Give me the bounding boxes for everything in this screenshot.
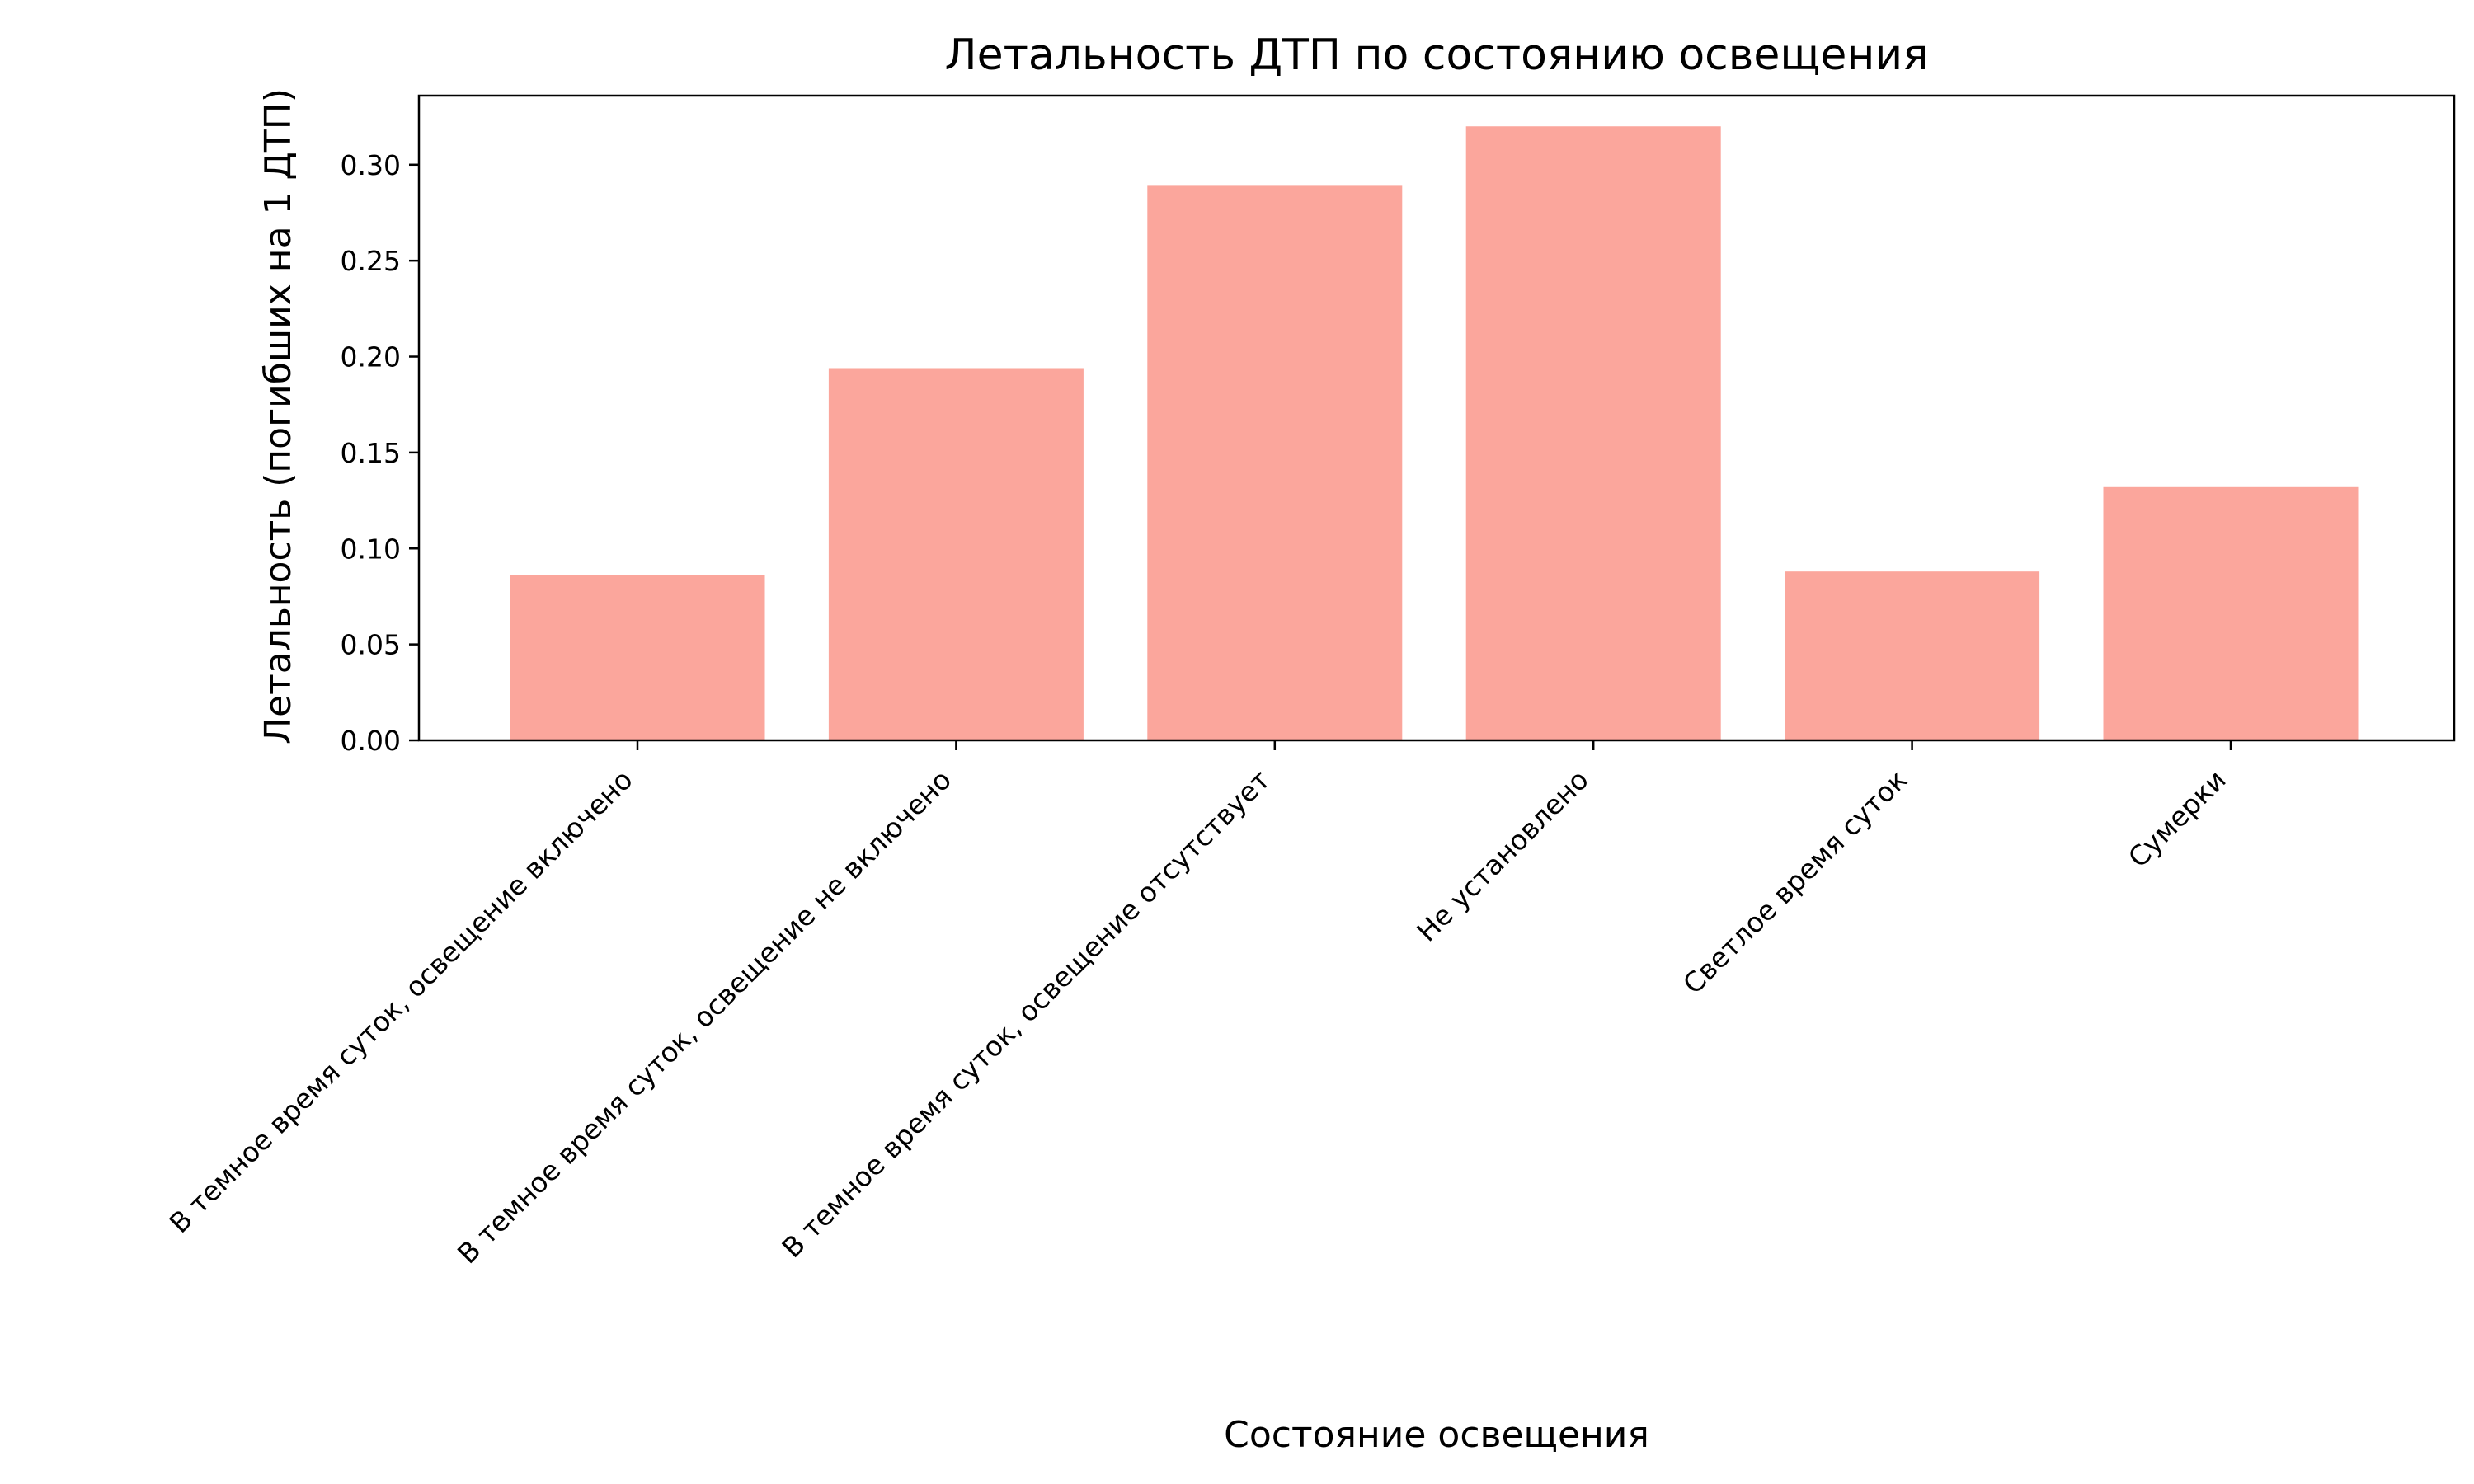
bar-6 <box>2103 486 2359 740</box>
x-tick-label-5: Светлое время суток <box>1677 763 1913 1000</box>
plot-frame <box>417 94 2456 742</box>
y-tick-label-3: 0.15 <box>341 437 401 469</box>
x-axis-title: Состояние освещения <box>1224 1414 1649 1456</box>
y-tick-label-5: 0.25 <box>341 245 401 277</box>
bar-3 <box>1147 186 1403 740</box>
bar-5 <box>1785 571 2040 740</box>
y-tick-label-1: 0.05 <box>341 629 401 661</box>
x-tick-label-3: В темное время суток, освещение отсутств… <box>775 763 1276 1264</box>
y-axis-title: Летальность (погибших на 1 ДТП) <box>257 88 299 744</box>
y-tick-label-2: 0.10 <box>341 533 401 565</box>
bar-4 <box>1465 126 1721 740</box>
y-axis: 0.00 0.05 0.10 0.15 0.20 0.25 0.30 <box>341 149 419 757</box>
x-tick-label-2: В темное время суток, освещение не включ… <box>451 763 957 1270</box>
x-axis: В темное время суток, освещение включено… <box>163 740 2232 1270</box>
chart-title: Летальность ДТП по состоянию освещения <box>945 31 1929 80</box>
bar-2 <box>828 368 1084 740</box>
y-tick-label-0: 0.00 <box>341 725 401 757</box>
x-tick-label-6: Сумерки <box>2122 763 2232 874</box>
x-tick-label-4: Не установлено <box>1410 763 1595 948</box>
y-tick-label-6: 0.30 <box>341 149 401 181</box>
bar-1 <box>510 575 765 740</box>
bars-group <box>510 126 2359 740</box>
y-tick-label-4: 0.20 <box>341 341 401 373</box>
